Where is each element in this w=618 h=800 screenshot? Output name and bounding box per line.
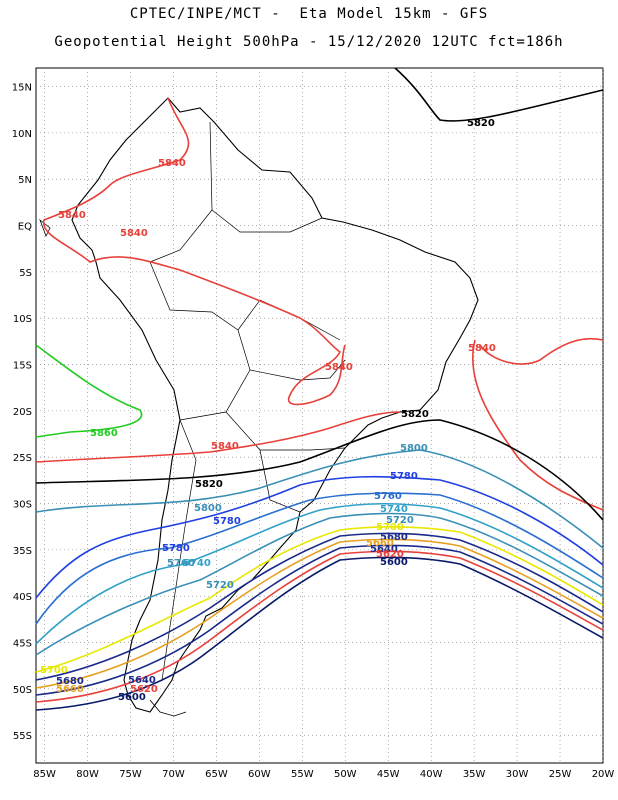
plot-frame — [35, 67, 604, 764]
lon-tick-label: 40W — [420, 769, 443, 780]
map-title-line-2: Geopotential Height 500hPa - 15/12/2020 … — [54, 34, 564, 50]
contour-label: 5660 — [56, 684, 84, 695]
contour-label: 5780 — [162, 543, 190, 554]
contour-label: 5840 — [468, 343, 496, 354]
contour-5700 — [35, 526, 604, 673]
contour-label: 5720 — [206, 580, 234, 591]
contour-label: 5840 — [211, 441, 239, 452]
coastline-layer — [39, 97, 479, 717]
lat-tick-label: 15N — [12, 83, 32, 94]
contour-5820-north — [394, 67, 604, 122]
contour-label: 5840 — [325, 362, 353, 373]
lon-tick-label: 25W — [549, 769, 572, 780]
contour-5800 — [35, 449, 604, 549]
lat-tick-label: 25S — [13, 453, 32, 464]
lat-lon-grid — [36, 68, 604, 763]
contour-lines — [35, 67, 604, 711]
contour-5640 — [35, 544, 604, 696]
lon-tick-label: 70W — [162, 769, 185, 780]
contour-label: 5620 — [376, 549, 404, 560]
contour-label: 5700 — [376, 522, 404, 533]
contour-5860 — [35, 344, 143, 438]
contour-5740 — [35, 502, 604, 645]
lon-tick-label: 35W — [463, 769, 486, 780]
lat-tick-label: 55S — [13, 731, 32, 742]
contour-label: 5840 — [120, 228, 148, 239]
lat-tick-label: EQ — [18, 222, 32, 233]
lat-tick-label: 40S — [13, 592, 32, 603]
lat-tick-label: 35S — [13, 546, 32, 557]
lon-tick-label: 75W — [119, 769, 142, 780]
contour-5820-south — [35, 419, 604, 521]
contour-label: 5700 — [40, 665, 68, 676]
lon-tick-label: 20W — [592, 769, 615, 780]
contour-label: 5760 — [374, 491, 402, 502]
contour-5620 — [35, 550, 604, 703]
lat-tick-label: 45S — [13, 639, 32, 650]
contour-5660 — [35, 538, 604, 689]
contour-label: 5640 — [370, 544, 398, 555]
lon-tick-label: 45W — [377, 769, 400, 780]
lat-tick-label: 50S — [13, 685, 32, 696]
contour-label: 5800 — [194, 503, 222, 514]
country-borders — [149, 121, 346, 681]
lat-tick-label: 15S — [13, 361, 32, 372]
contour-label: 5780 — [390, 471, 418, 482]
contour-label: 5860 — [90, 428, 118, 439]
lon-tick-label: 50W — [334, 769, 357, 780]
contour-label: 5680 — [56, 676, 84, 687]
contour-label: 5740 — [380, 504, 408, 515]
lon-tick-label: 30W — [506, 769, 529, 780]
contour-label: 5600 — [380, 557, 408, 568]
contour-label-layer: 5820 5840 5840 5840 5840 5840 5840 5860 … — [40, 118, 496, 703]
contour-label: 5820 — [467, 118, 495, 129]
contour-label: 5840 — [58, 210, 86, 221]
lon-tick-label: 80W — [76, 769, 99, 780]
lon-tick-label: 85W — [33, 769, 56, 780]
contour-label: 5820 — [195, 479, 223, 490]
contour-5840-south — [35, 411, 401, 463]
lat-tick-label: 5S — [19, 268, 32, 279]
lat-tick-label: 10S — [13, 314, 32, 325]
contour-label: 5760 — [167, 558, 195, 569]
contour-label: 5840 — [158, 158, 186, 169]
contour-label: 5820 — [401, 409, 429, 420]
contour-label: 5740 — [183, 558, 211, 569]
axis-ticks: 85W 80W 75W 70W 65W 60W 55W 50W 45W 40W 35W 30W 25W 2… — [12, 83, 615, 780]
contour-5760 — [35, 492, 604, 625]
south-america-coastline — [71, 97, 479, 713]
contour-5680 — [35, 532, 604, 681]
contour-label: 5640 — [128, 675, 156, 686]
contour-label: 5720 — [386, 515, 414, 526]
contour-5840-east — [471, 337, 604, 511]
lat-tick-label: 10N — [12, 129, 32, 140]
contour-5600 — [35, 556, 604, 711]
lon-tick-label: 65W — [205, 769, 228, 780]
contour-5720 — [35, 512, 604, 656]
map-title-line-1: CPTEC/INPE/MCT - Eta Model 15km - GFS — [129, 6, 489, 22]
lat-tick-label: 30S — [13, 500, 32, 511]
lat-tick-label: 5N — [18, 175, 32, 186]
lat-tick-label: 20S — [13, 407, 32, 418]
contour-label: 5780 — [213, 516, 241, 527]
lon-tick-label: 55W — [291, 769, 314, 780]
contour-label: 5600 — [118, 692, 146, 703]
contour-label: 5620 — [130, 684, 158, 695]
contour-label: 5660 — [366, 538, 394, 549]
contour-label: 5800 — [400, 443, 428, 454]
contour-5840-north — [43, 97, 346, 406]
contour-label: 5680 — [380, 532, 408, 543]
lon-tick-label: 60W — [248, 769, 271, 780]
contour-5780 — [35, 475, 604, 599]
